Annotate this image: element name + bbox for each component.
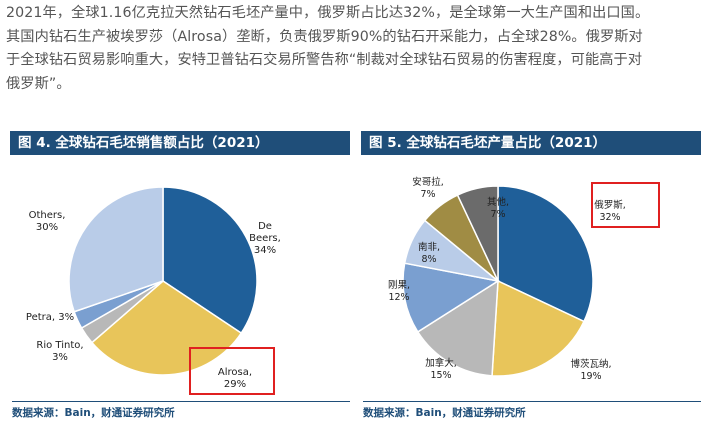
pie-slice (402, 262, 501, 333)
figure-5-chart: 俄罗斯, 32% 博茨瓦纳, 19% 加拿大, 15% 刚果, 12% 南非, 8% 安哥拉, 7% 其… (361, 155, 701, 401)
pie-slice (497, 185, 594, 323)
figure-4-source: 数据来源：Bain，财通证券研究所 (12, 401, 350, 420)
slice-label: De Beers, 34% (249, 221, 281, 256)
sales-share-pie: De Beers, 34% Alrosa, 29% Rio Tinto, 3% Petra, … (26, 186, 281, 395)
production-share-pie: 俄罗斯, 32% 博茨瓦纳, 19% 加拿大, 15% 刚果, 12% 南非, 8% 安哥拉, 7% 其… (388, 176, 660, 382)
figure-5-source: 数据来源：Bain，财通证券研究所 (363, 401, 701, 420)
pie-slice (491, 279, 585, 377)
slice-label: 博茨瓦纳, 19% (570, 358, 611, 382)
paragraph-line: 俄罗斯”。 (6, 75, 71, 92)
slice-label: 南非, 8% (418, 241, 440, 265)
slice-label: 俄罗斯, 32% (594, 199, 626, 223)
slice-label: Petra, 3% (26, 312, 74, 323)
slice-label: 安哥拉, 7% (412, 176, 444, 200)
slice-label: Alrosa, 29% (218, 367, 252, 390)
slice-label: 刚果, 12% (388, 280, 410, 303)
pie-slice (68, 186, 164, 313)
slice-label: Rio Tinto, 3% (36, 340, 83, 363)
figure-4-title: 图 4. 全球钻石毛坯销售额占比（2021） (10, 131, 350, 155)
figure-5-title: 图 5. 全球钻石毛坯产量占比（2021） (361, 131, 701, 155)
figure-4-chart: De Beers, 34% Alrosa, 29% Rio Tinto, 3% Petra, … (10, 155, 350, 401)
slice-label: 加拿大, 15% (425, 357, 457, 381)
slice-label: 其他, 7% (487, 196, 509, 220)
figure-4-panel: 图 4. 全球钻石毛坯销售额占比（2021） De Beers, 34% Alrosa… (10, 131, 350, 423)
pie-slice (456, 185, 499, 282)
highlight-box (189, 347, 275, 395)
paragraph-line: 其国内钻石生产被埃罗莎（Alrosa）垄断，负责俄罗斯90%的钻石开采能力，占全… (6, 28, 643, 45)
figure-5-panel: 图 5. 全球钻石毛坯产量占比（2021） 俄罗斯, 32% 博茨瓦纳, 19% 加拿大… (361, 131, 701, 423)
paragraph-line: 2021年，全球1.16亿克拉天然钻石毛坯产量中，俄罗斯占比达32%，是全球第一… (6, 5, 650, 21)
highlight-box (591, 182, 660, 228)
intro-paragraph: 2021年，全球1.16亿克拉天然钻石毛坯产量中，俄罗斯占比达32%，是全球第一… (6, 2, 698, 96)
pie-slice (416, 279, 499, 377)
slice-label: Others, 30% (29, 210, 66, 233)
paragraph-line: 于全球钻石贸易影响重大，安特卫普钻石交易所警告称“制裁对全球钻石贸易的伤害程度，… (6, 52, 643, 68)
